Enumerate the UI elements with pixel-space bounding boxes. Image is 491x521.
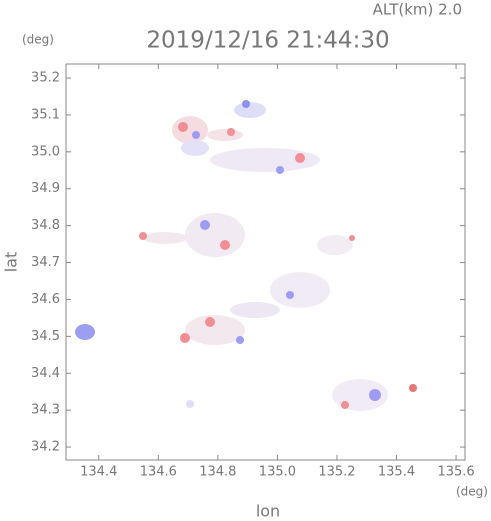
x-tick-label: 135.0 bbox=[259, 465, 296, 480]
y-tick-label: 34.3 bbox=[31, 403, 60, 418]
x-tick-label: 134.4 bbox=[80, 465, 117, 480]
y-tick-label: 35.1 bbox=[31, 107, 60, 122]
subtitle: ALT(km) 2.0 bbox=[373, 1, 462, 19]
x-unit: (deg) bbox=[456, 485, 488, 499]
x-tick-label: 134.6 bbox=[140, 465, 177, 480]
x-tick-label: 135.4 bbox=[378, 465, 415, 480]
x-axis-label: lon bbox=[256, 502, 280, 521]
x-tick-label: 134.8 bbox=[199, 465, 236, 480]
plot-frame bbox=[65, 63, 466, 461]
y-tick-label: 34.8 bbox=[31, 218, 60, 233]
x-tick-label: 135.2 bbox=[318, 465, 355, 480]
y-tick-label: 34.7 bbox=[31, 255, 60, 270]
y-tick-label: 34.4 bbox=[31, 366, 60, 381]
y-tick-label: 34.5 bbox=[31, 329, 60, 344]
chart-title: 2019/12/16 21:44:30 bbox=[146, 28, 389, 54]
y-tick-label: 35.2 bbox=[31, 71, 60, 86]
y-tick-label: 34.2 bbox=[31, 440, 60, 455]
x-tick-label: 135.6 bbox=[437, 465, 474, 480]
y-axis-label: lat bbox=[2, 252, 21, 273]
y-tick-label: 34.6 bbox=[31, 292, 60, 307]
y-tick-label: 35.0 bbox=[31, 144, 60, 159]
y-tick-label: 34.9 bbox=[31, 181, 60, 196]
echo-blobs bbox=[75, 100, 417, 411]
y-unit: (deg) bbox=[22, 33, 54, 47]
